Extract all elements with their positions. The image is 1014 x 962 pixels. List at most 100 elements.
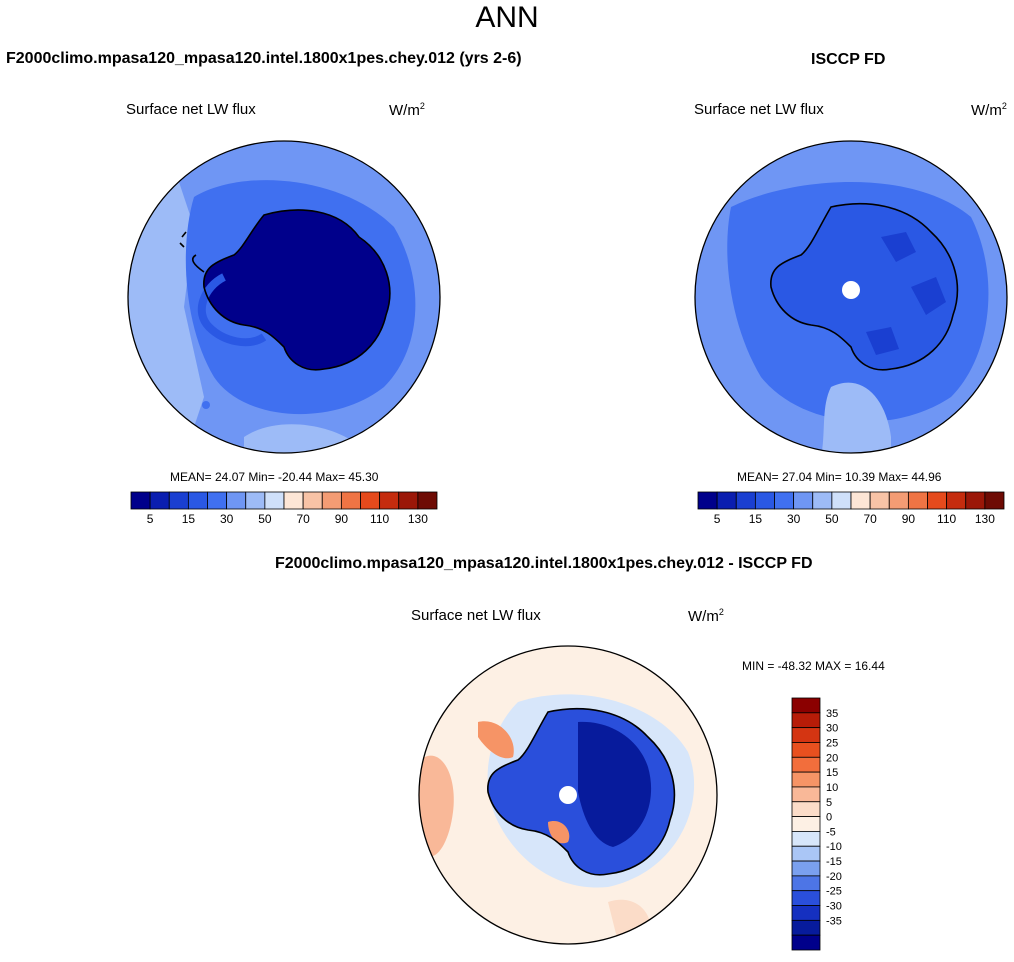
colorbar-box	[417, 491, 438, 510]
colorbar-box	[791, 875, 821, 892]
colorbar-box	[850, 491, 871, 510]
colorbar-tick-label: 5	[826, 797, 832, 809]
peninsula-coast	[179, 231, 205, 273]
colorbar-box	[340, 491, 361, 510]
warm-peninsula	[478, 721, 514, 759]
colorbar-tick-label: 0	[826, 812, 832, 824]
colorbar-box	[130, 491, 151, 510]
diff-stats: MIN = -48.32 MAX = 16.44	[742, 659, 885, 673]
colorbar-tick-label: 50	[825, 512, 839, 526]
colorbar-box	[226, 491, 247, 510]
colorbar-box	[791, 934, 821, 951]
obs-stats: MEAN= 27.04 Min= 10.39 Max= 44.96	[737, 470, 942, 484]
colorbar-box	[360, 491, 381, 510]
ice-sheet	[203, 210, 390, 370]
colorbar-box	[791, 905, 821, 921]
colorbar-box	[302, 491, 323, 510]
test-variable-label: Surface net LW flux	[126, 101, 256, 118]
dark-cells	[866, 232, 946, 355]
colorbar-tick-label: 30	[826, 723, 838, 735]
colorbar-box	[984, 491, 1005, 510]
ice-shelf-edge	[197, 273, 267, 347]
map-border	[694, 140, 1008, 454]
colorbar-box	[869, 491, 890, 510]
obs-variable-label: Surface net LW flux	[694, 101, 824, 118]
colorbar-tick-label: 110	[937, 512, 956, 526]
colorbar-tick-label: 5	[714, 512, 721, 526]
colorbar-tick-label: 25	[826, 737, 838, 749]
colorbar-tick-label: -35	[826, 915, 842, 927]
obs-panel-title: ISCCP FD	[811, 51, 886, 68]
colorbar-box	[791, 860, 821, 877]
colorbar-box	[812, 491, 833, 510]
colorbar-box	[791, 727, 821, 743]
colorbar-box	[754, 491, 775, 510]
colorbar-tick-label: 15	[826, 767, 838, 779]
map-border	[127, 140, 441, 454]
obs-polar-map	[694, 140, 1008, 454]
colorbar-tick-label: -5	[826, 826, 836, 838]
colorbar-tick-label: 130	[408, 512, 428, 526]
diff-units-label: W/m2	[688, 607, 724, 625]
light-patch-south	[821, 382, 891, 453]
strong-cool-core	[578, 721, 652, 847]
diff-panel-title: F2000climo.mpasa120_mpasa120.intel.1800x…	[275, 555, 813, 572]
pole-hole	[559, 786, 577, 804]
colorbar-box	[791, 786, 821, 803]
colorbar-tick-label: -15	[826, 856, 842, 868]
colorbar-box	[321, 491, 342, 510]
coastline	[203, 209, 391, 371]
colorbar-tick-label: 20	[826, 752, 838, 764]
colorbar-box	[168, 491, 189, 510]
colorbar-box	[379, 491, 400, 510]
colorbar-box	[791, 756, 821, 773]
colorbar-box	[245, 491, 266, 510]
colorbar-box	[398, 491, 419, 510]
colorbar-tick-label: -20	[826, 871, 842, 883]
colorbar-box	[791, 712, 821, 729]
colorbar-box	[791, 697, 821, 714]
test-stats: MEAN= 24.07 Min= -20.44 Max= 45.30	[170, 470, 379, 484]
colorbar-box	[149, 491, 170, 510]
colorbar-tick-label: -10	[826, 841, 842, 853]
colorbar-box	[793, 491, 814, 510]
colorbar-box	[831, 491, 852, 510]
colorbar-box	[791, 801, 821, 817]
colorbar-tick-label: 90	[902, 512, 916, 526]
colorbar-box	[791, 816, 821, 832]
colorbar-tick-label: 110	[370, 512, 389, 526]
warm-ross	[548, 821, 570, 844]
colorbar-tick-label: 15	[182, 512, 196, 526]
colorbar-tick-label: -30	[826, 901, 842, 913]
colorbar-tick-label: -25	[826, 886, 842, 898]
colorbar-box	[946, 491, 967, 510]
colorbar-box	[716, 491, 737, 510]
test-colorbar: 5 15 30 50 70 90 110 130	[130, 491, 438, 526]
colorbar-box	[207, 491, 228, 510]
diff-colorbar: 35 30 25 20 15 10 5 0 -5 -10 -15 -20 -25 -30 -35	[791, 697, 842, 951]
colorbar-box	[697, 491, 718, 510]
colorbar-box	[264, 491, 285, 510]
colorbar-box	[791, 845, 821, 862]
coastline	[770, 202, 959, 371]
colorbar-box	[791, 742, 821, 758]
colorbar-tick-label: 30	[787, 512, 801, 526]
colorbar-box	[888, 491, 909, 510]
colorbar-tick-label: 35	[826, 708, 838, 720]
colorbar-box	[791, 771, 821, 788]
coastline	[487, 707, 676, 876]
colorbar-tick-label: 5	[147, 512, 154, 526]
colorbar-box	[283, 491, 304, 510]
colorbar-tick-label: 30	[220, 512, 234, 526]
season-title: ANN	[475, 1, 539, 34]
colorbar-box	[791, 890, 821, 906]
colorbar-tick-label: 50	[258, 512, 272, 526]
colorbar-box	[965, 491, 986, 510]
test-units-label: W/m2	[389, 101, 425, 119]
obs-units-label: W/m2	[971, 101, 1007, 119]
colorbar-box	[791, 919, 821, 936]
colorbar-box	[774, 491, 795, 510]
diff-variable-label: Surface net LW flux	[411, 607, 541, 624]
colorbar-tick-label: 90	[335, 512, 349, 526]
colorbar-tick-label: 70	[296, 512, 310, 526]
